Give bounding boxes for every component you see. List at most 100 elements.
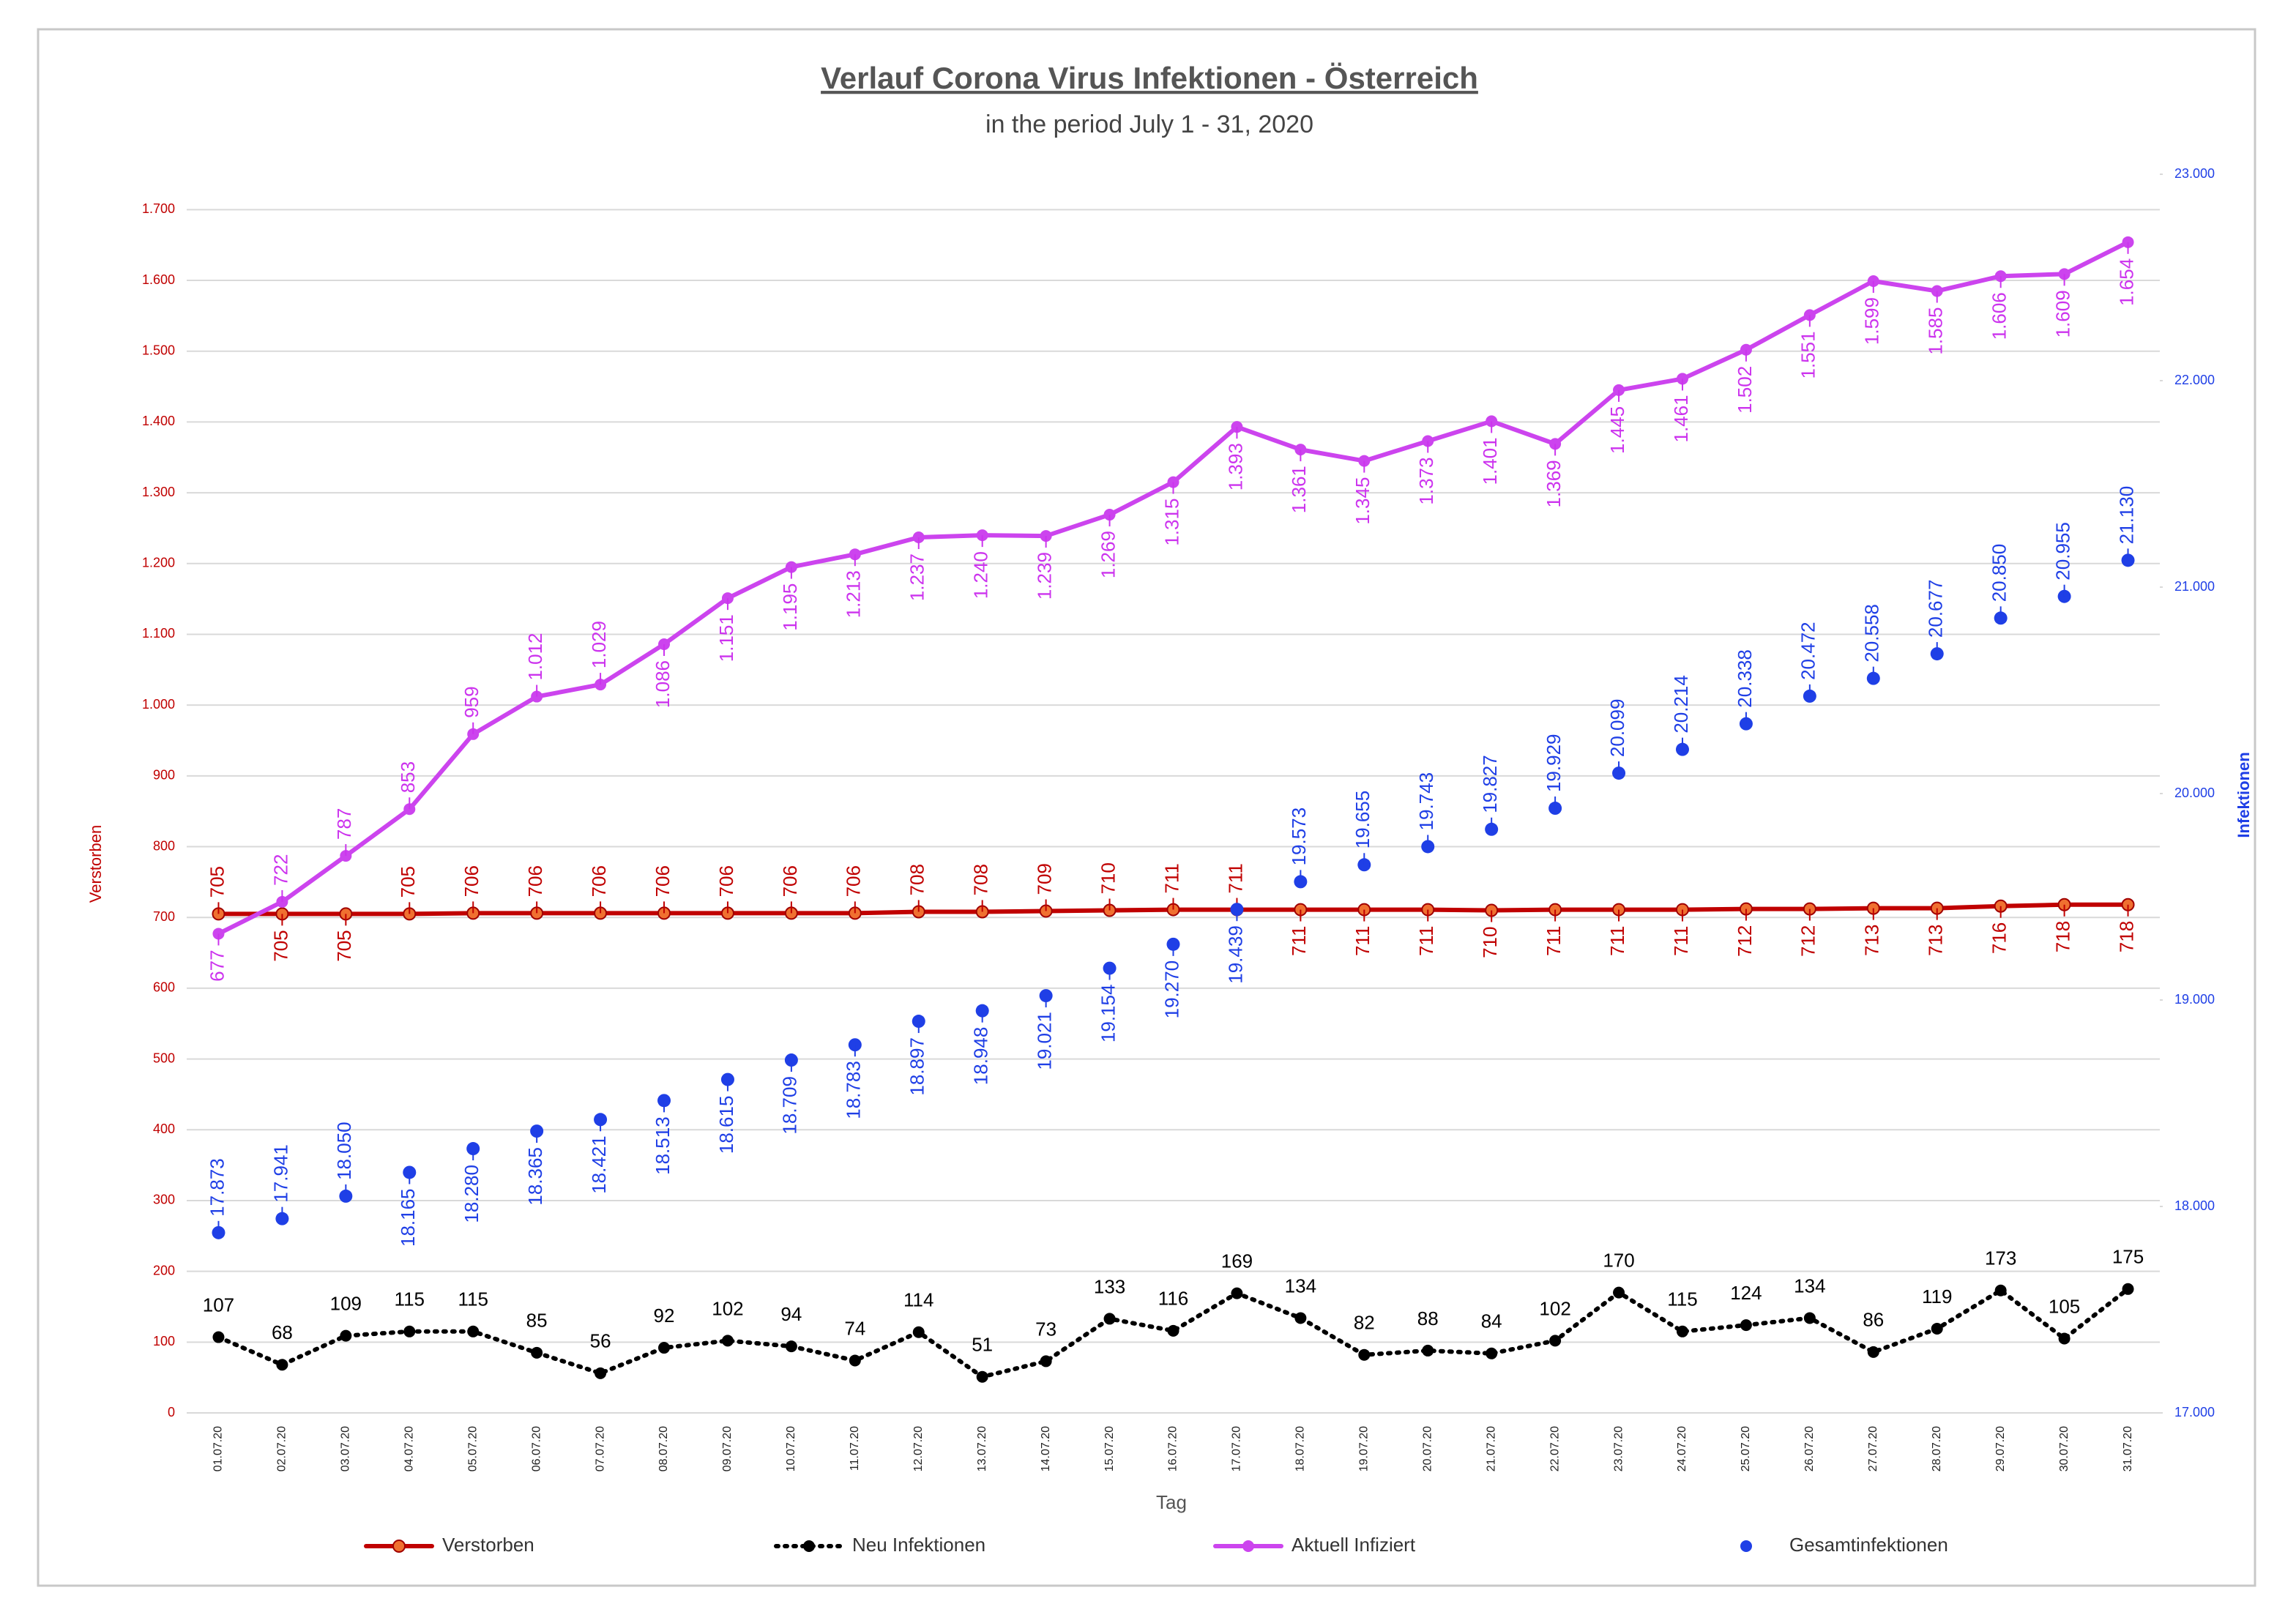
- data-label: 1.240: [970, 551, 992, 599]
- data-label: 107: [203, 1294, 234, 1316]
- data-label: 713: [1925, 925, 1947, 956]
- data-label: 1.345: [1352, 477, 1374, 525]
- legend-label: Verstorben: [442, 1534, 534, 1556]
- y-tick-label: 1.500: [142, 343, 175, 357]
- data-label: 709: [1034, 863, 1056, 895]
- y-tick-label: 1.000: [142, 697, 175, 712]
- data-label: 19.021: [1034, 1012, 1056, 1070]
- y-tick-label: 1.600: [142, 272, 175, 287]
- data-label: 706: [715, 865, 737, 897]
- y-tick-label: 600: [153, 980, 175, 995]
- y-tick-label: 1.200: [142, 556, 175, 570]
- x-tick-label: 06.07.20: [530, 1426, 543, 1471]
- data-point: [1294, 1312, 1307, 1324]
- data-label: 19.827: [1479, 755, 1501, 813]
- data-label: 102: [1539, 1297, 1570, 1319]
- data-label: 1.393: [1224, 443, 1246, 490]
- x-tick-label: 15.07.20: [1103, 1426, 1116, 1471]
- x-tick-label: 08.07.20: [657, 1426, 670, 1471]
- data-label: 102: [712, 1297, 743, 1319]
- data-label: 19.929: [1543, 734, 1565, 792]
- data-label: 708: [970, 864, 992, 895]
- legend-marker: [1740, 1540, 1752, 1552]
- data-point: [403, 1325, 416, 1337]
- x-tick-label: 21.07.20: [1485, 1426, 1497, 1471]
- data-label: 677: [206, 949, 228, 981]
- data-label: 18.421: [588, 1135, 610, 1194]
- data-label: 708: [906, 864, 928, 895]
- data-label: 73: [1035, 1318, 1056, 1340]
- data-label: 18.783: [843, 1061, 865, 1119]
- y-tick-label: 400: [153, 1122, 175, 1136]
- x-tick-label: 05.07.20: [466, 1426, 479, 1471]
- data-label: 1.599: [1861, 297, 1883, 345]
- x-tick-label: 31.07.20: [2122, 1426, 2134, 1471]
- data-label: 710: [1097, 862, 1119, 894]
- data-label: 718: [2115, 921, 2137, 952]
- data-label: 706: [524, 865, 546, 897]
- data-label: 705: [333, 930, 355, 961]
- y-tick-label: 1.400: [142, 414, 175, 428]
- x-tick-label: 28.07.20: [1931, 1426, 1943, 1471]
- y2-axis-title: Infektionen: [2234, 752, 2253, 837]
- data-point: [1422, 1344, 1434, 1357]
- data-label: 711: [1543, 926, 1565, 956]
- data-label: 20.677: [1925, 580, 1947, 638]
- data-label: 1.461: [1670, 395, 1692, 442]
- data-point: [785, 1340, 797, 1353]
- y-axis-title: Verstorben: [86, 825, 105, 903]
- data-label: 19.439: [1224, 925, 1246, 984]
- data-label: 51: [972, 1334, 993, 1356]
- data-label: 706: [779, 865, 801, 897]
- x-tick-label: 07.07.20: [594, 1426, 606, 1471]
- data-label: 1.195: [779, 583, 801, 631]
- x-tick-label: 13.07.20: [976, 1426, 988, 1471]
- data-label: 706: [588, 865, 610, 897]
- chart-subtitle: in the period July 1 - 31, 2020: [985, 111, 1313, 138]
- data-label: 705: [269, 930, 291, 961]
- data-point: [849, 1354, 861, 1367]
- data-label: 1.086: [652, 660, 674, 708]
- y-tick-label: 200: [153, 1263, 175, 1277]
- data-label: 706: [652, 865, 674, 897]
- data-label: 710: [1479, 927, 1501, 958]
- data-label: 1.585: [1925, 307, 1947, 355]
- x-tick-label: 16.07.20: [1167, 1426, 1179, 1471]
- x-tick-label: 09.07.20: [721, 1426, 734, 1471]
- data-label: 711: [1670, 926, 1692, 956]
- y-tick-label: 900: [153, 768, 175, 783]
- data-label: 722: [269, 854, 291, 886]
- y-tick-label: 1.100: [142, 626, 175, 641]
- x-tick-label: 02.07.20: [276, 1426, 288, 1471]
- data-label: 116: [1158, 1288, 1188, 1310]
- frame: [37, 28, 2256, 1587]
- data-label: 711: [1415, 926, 1437, 956]
- data-label: 20.558: [1861, 604, 1883, 663]
- x-tick-label: 17.07.20: [1231, 1426, 1243, 1471]
- data-label: 56: [590, 1330, 611, 1352]
- data-label: 18.513: [652, 1116, 674, 1175]
- data-point: [1358, 1348, 1371, 1361]
- data-label: 1.551: [1797, 331, 1819, 378]
- data-point: [1931, 1322, 1943, 1335]
- data-label: 1.369: [1543, 460, 1565, 507]
- x-tick-label: 22.07.20: [1548, 1426, 1561, 1471]
- data-label: 1.029: [588, 621, 610, 668]
- data-point: [1486, 1347, 1498, 1359]
- data-point: [2058, 1332, 2070, 1345]
- data-point: [1167, 1324, 1179, 1337]
- data-label: 18.948: [970, 1027, 992, 1086]
- x-tick-label: 29.07.20: [1994, 1426, 2007, 1471]
- y-tick-label: 300: [153, 1193, 175, 1207]
- y-tick-label: 500: [153, 1051, 175, 1065]
- data-label: 706: [843, 865, 865, 897]
- data-label: 94: [780, 1303, 802, 1325]
- data-label: 124: [1730, 1282, 1762, 1304]
- y2-tick-label: 18.000: [2174, 1198, 2215, 1213]
- y-tick-label: 800: [153, 838, 175, 853]
- legend-marker: [392, 1540, 406, 1553]
- data-label: 19.573: [1288, 807, 1310, 866]
- data-label: 20.214: [1670, 675, 1692, 734]
- data-point: [1613, 1286, 1625, 1299]
- data-label: 19.270: [1160, 960, 1182, 1019]
